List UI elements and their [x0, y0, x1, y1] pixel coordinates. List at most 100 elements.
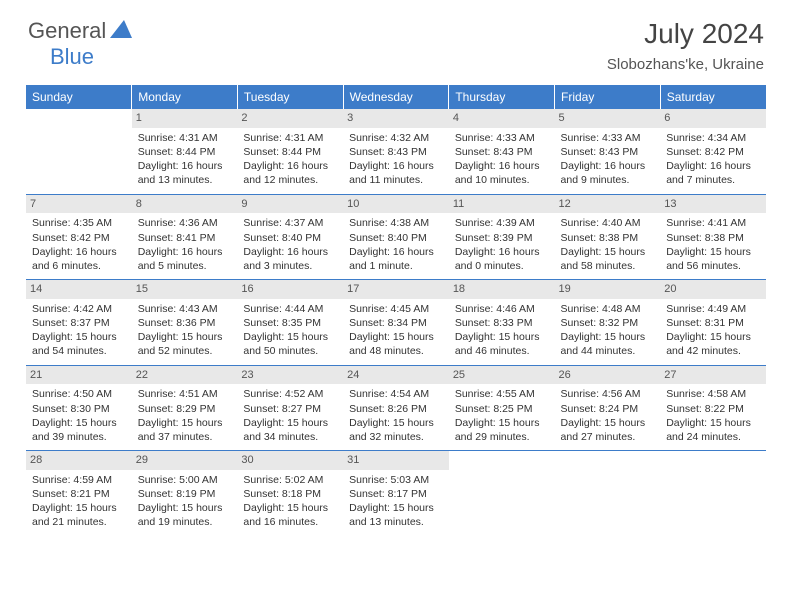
day-info-line: Sunrise: 4:59 AM: [32, 473, 126, 487]
day-number: 3: [343, 109, 449, 128]
day-info-line: Daylight: 15 hours: [349, 501, 443, 515]
day-info-line: Sunrise: 4:56 AM: [561, 387, 655, 401]
calendar-week-row: 21Sunrise: 4:50 AMSunset: 8:30 PMDayligh…: [26, 365, 766, 451]
day-info-line: Sunrise: 5:00 AM: [138, 473, 232, 487]
calendar-day-cell: 9Sunrise: 4:37 AMSunset: 8:40 PMDaylight…: [237, 194, 343, 280]
day-info-line: Daylight: 15 hours: [32, 501, 126, 515]
calendar-day-cell: 29Sunrise: 5:00 AMSunset: 8:19 PMDayligh…: [132, 451, 238, 536]
calendar-day-cell: 1Sunrise: 4:31 AMSunset: 8:44 PMDaylight…: [132, 109, 238, 194]
day-info-line: and 58 minutes.: [561, 259, 655, 273]
day-number: 26: [555, 366, 661, 385]
day-info-line: and 50 minutes.: [243, 344, 337, 358]
day-info-line: Sunset: 8:43 PM: [455, 145, 549, 159]
calendar-day-cell: 16Sunrise: 4:44 AMSunset: 8:35 PMDayligh…: [237, 280, 343, 366]
day-info-line: Daylight: 15 hours: [138, 330, 232, 344]
day-info-line: and 21 minutes.: [32, 515, 126, 529]
day-info-line: Sunset: 8:42 PM: [32, 231, 126, 245]
day-number: 25: [449, 366, 555, 385]
day-number: 2: [237, 109, 343, 128]
day-number: 10: [343, 195, 449, 214]
calendar-day-cell: 11Sunrise: 4:39 AMSunset: 8:39 PMDayligh…: [449, 194, 555, 280]
day-info-line: and 13 minutes.: [349, 515, 443, 529]
day-info-line: Sunset: 8:40 PM: [243, 231, 337, 245]
day-info-line: Daylight: 15 hours: [666, 330, 760, 344]
calendar-week-row: 1Sunrise: 4:31 AMSunset: 8:44 PMDaylight…: [26, 109, 766, 194]
day-info-line: Daylight: 15 hours: [32, 416, 126, 430]
day-info-line: and 12 minutes.: [243, 173, 337, 187]
day-info-line: Sunset: 8:43 PM: [349, 145, 443, 159]
header: General July 2024 Slobozhans'ke, Ukraine: [0, 0, 792, 79]
day-info-line: Daylight: 15 hours: [561, 245, 655, 259]
day-info-line: and 16 minutes.: [243, 515, 337, 529]
day-info-line: and 29 minutes.: [455, 430, 549, 444]
calendar-day-cell: 23Sunrise: 4:52 AMSunset: 8:27 PMDayligh…: [237, 365, 343, 451]
day-info-line: Sunset: 8:42 PM: [666, 145, 760, 159]
day-info-line: Daylight: 16 hours: [455, 245, 549, 259]
month-title: July 2024: [607, 18, 764, 50]
day-info-line: Sunrise: 4:55 AM: [455, 387, 549, 401]
calendar-day-cell: 27Sunrise: 4:58 AMSunset: 8:22 PMDayligh…: [660, 365, 766, 451]
calendar-day-cell: 6Sunrise: 4:34 AMSunset: 8:42 PMDaylight…: [660, 109, 766, 194]
day-info-line: Sunrise: 4:31 AM: [138, 131, 232, 145]
day-info-line: and 6 minutes.: [32, 259, 126, 273]
day-info-line: and 56 minutes.: [666, 259, 760, 273]
day-number: 31: [343, 451, 449, 470]
day-info-line: Sunrise: 4:33 AM: [455, 131, 549, 145]
day-info-line: Sunset: 8:44 PM: [243, 145, 337, 159]
day-number: 8: [132, 195, 238, 214]
day-number: 7: [26, 195, 132, 214]
day-number: 30: [237, 451, 343, 470]
calendar-day-cell: 7Sunrise: 4:35 AMSunset: 8:42 PMDaylight…: [26, 194, 132, 280]
weekday-header: Friday: [555, 85, 661, 109]
logo-triangle-icon: [110, 20, 132, 43]
calendar-day-cell: 24Sunrise: 4:54 AMSunset: 8:26 PMDayligh…: [343, 365, 449, 451]
day-number: 22: [132, 366, 238, 385]
day-info-line: Daylight: 16 hours: [243, 159, 337, 173]
day-info-line: and 9 minutes.: [561, 173, 655, 187]
day-info-line: Sunset: 8:32 PM: [561, 316, 655, 330]
day-info-line: Sunrise: 5:03 AM: [349, 473, 443, 487]
calendar-day-cell: 10Sunrise: 4:38 AMSunset: 8:40 PMDayligh…: [343, 194, 449, 280]
day-number: 15: [132, 280, 238, 299]
day-info-line: Sunrise: 4:54 AM: [349, 387, 443, 401]
day-info-line: and 11 minutes.: [349, 173, 443, 187]
day-info-line: Daylight: 16 hours: [138, 159, 232, 173]
day-number: 27: [660, 366, 766, 385]
day-info-line: Sunrise: 4:31 AM: [243, 131, 337, 145]
day-number: 4: [449, 109, 555, 128]
day-info-line: Sunrise: 4:32 AM: [349, 131, 443, 145]
calendar-day-cell: 30Sunrise: 5:02 AMSunset: 8:18 PMDayligh…: [237, 451, 343, 536]
day-number: 1: [132, 109, 238, 128]
calendar-day-cell: [26, 109, 132, 194]
day-info-line: Sunrise: 4:43 AM: [138, 302, 232, 316]
calendar-day-cell: 8Sunrise: 4:36 AMSunset: 8:41 PMDaylight…: [132, 194, 238, 280]
calendar-day-cell: 20Sunrise: 4:49 AMSunset: 8:31 PMDayligh…: [660, 280, 766, 366]
day-info-line: Sunrise: 4:42 AM: [32, 302, 126, 316]
day-info-line: Daylight: 15 hours: [666, 416, 760, 430]
day-info-line: Sunset: 8:43 PM: [561, 145, 655, 159]
day-info-line: Daylight: 16 hours: [349, 159, 443, 173]
calendar-day-cell: 17Sunrise: 4:45 AMSunset: 8:34 PMDayligh…: [343, 280, 449, 366]
day-info-line: Daylight: 16 hours: [561, 159, 655, 173]
day-info-line: Sunrise: 4:38 AM: [349, 216, 443, 230]
day-info-line: Daylight: 15 hours: [561, 330, 655, 344]
day-info-line: Daylight: 15 hours: [666, 245, 760, 259]
day-info-line: Sunset: 8:27 PM: [243, 402, 337, 416]
day-info-line: Daylight: 15 hours: [561, 416, 655, 430]
calendar-day-cell: 2 Sunrise: 4:31 AMSunset: 8:44 PMDaylight…: [237, 109, 343, 194]
day-info-line: and 13 minutes.: [138, 173, 232, 187]
calendar-day-cell: 5Sunrise: 4:33 AMSunset: 8:43 PMDaylight…: [555, 109, 661, 194]
calendar-day-cell: 28Sunrise: 4:59 AMSunset: 8:21 PMDayligh…: [26, 451, 132, 536]
day-info-line: Sunset: 8:39 PM: [455, 231, 549, 245]
calendar-day-cell: 15Sunrise: 4:43 AMSunset: 8:36 PMDayligh…: [132, 280, 238, 366]
day-info-line: and 34 minutes.: [243, 430, 337, 444]
day-number: 6: [660, 109, 766, 128]
day-number: 20: [660, 280, 766, 299]
weekday-header: Thursday: [449, 85, 555, 109]
day-info-line: Sunrise: 4:33 AM: [561, 131, 655, 145]
calendar-day-cell: 21Sunrise: 4:50 AMSunset: 8:30 PMDayligh…: [26, 365, 132, 451]
calendar-week-row: 28Sunrise: 4:59 AMSunset: 8:21 PMDayligh…: [26, 451, 766, 536]
day-info-line: Sunset: 8:34 PM: [349, 316, 443, 330]
logo: General: [28, 18, 134, 44]
calendar-day-cell: 31Sunrise: 5:03 AMSunset: 8:17 PMDayligh…: [343, 451, 449, 536]
